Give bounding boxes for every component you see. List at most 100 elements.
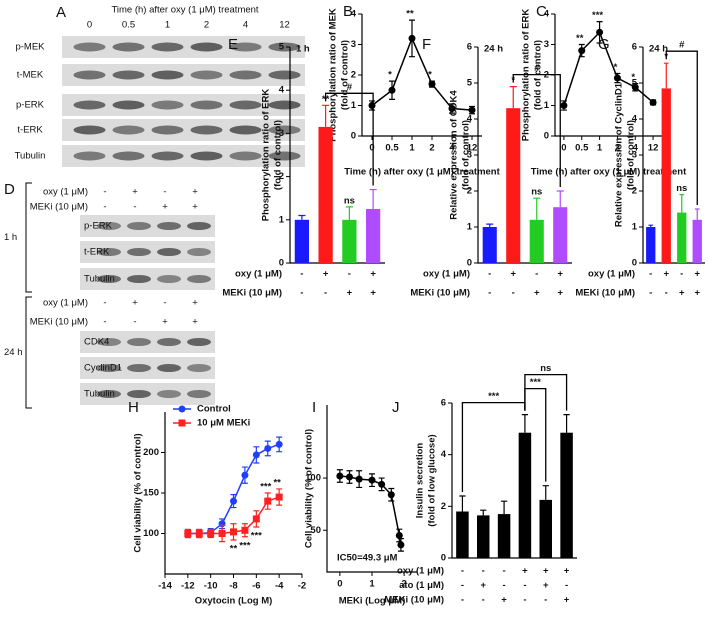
y-tick-label: 0: [351, 131, 356, 142]
treatment-sign: +: [522, 566, 528, 577]
treatment-sign: -: [488, 269, 491, 280]
treatment-name: MEKi (10 μM): [222, 288, 282, 299]
x-tick-label: 4: [449, 143, 455, 154]
treatment-sign: -: [482, 595, 485, 606]
marker: [368, 476, 376, 484]
marker: [428, 80, 436, 88]
marker: [252, 515, 260, 523]
x-tick-label: 1: [369, 579, 375, 590]
marker: [596, 28, 604, 36]
y-tick-label: 2: [632, 186, 637, 197]
y-tick-label: 1: [351, 100, 357, 111]
treatment-sign: +: [192, 298, 198, 309]
bracket: [512, 73, 561, 187]
treatment-sign: -: [512, 288, 515, 299]
bar: [482, 227, 497, 263]
significance: *: [631, 72, 635, 83]
blot-band: [97, 222, 121, 230]
error-bar: [563, 414, 570, 433]
blot-band: [97, 248, 121, 256]
treatment-name: MEKi (10 μM): [410, 288, 470, 299]
marker: [408, 34, 416, 42]
blot-row-label: CDK4: [84, 337, 109, 348]
marker: [336, 472, 344, 480]
treatment-sign: +: [370, 288, 376, 299]
y-tick-label: 2: [467, 186, 472, 197]
x-tick-label: 12: [648, 143, 659, 154]
bracket: [524, 373, 568, 411]
x-tick-label: 1: [409, 143, 415, 154]
bracket-label: ***: [488, 391, 499, 402]
y-tick-label: 4: [544, 9, 550, 20]
bracket: [461, 401, 526, 492]
y-axis-label: (fold of control): [461, 120, 472, 190]
significance: **: [576, 33, 584, 44]
bar: [677, 212, 687, 263]
bar: [456, 511, 469, 558]
blot-band: [157, 222, 181, 230]
treatment-sign: -: [348, 269, 351, 280]
blot-band: [112, 70, 145, 80]
bracket-label: #: [347, 82, 353, 93]
blot-band: [73, 100, 106, 110]
bar: [646, 227, 656, 263]
treatment-sign: +: [564, 595, 570, 606]
treatment-name: oxy (1 μM): [43, 187, 88, 198]
treatment-sign: +: [192, 187, 198, 198]
blot-band: [151, 70, 184, 80]
treatment-sign: +: [557, 288, 563, 299]
treatment-sign: -: [461, 595, 464, 606]
treatment-name: ato (1 μM): [399, 580, 444, 591]
error-bar: [480, 509, 487, 516]
blot-band: [127, 338, 151, 346]
x-tick-label: 2: [429, 143, 434, 154]
treatment-sign: +: [543, 580, 549, 591]
marker: [275, 493, 283, 501]
blot-band: [229, 70, 262, 80]
y-axis-label: (fold of control): [626, 120, 637, 190]
lane-label: 2: [204, 20, 209, 31]
treatment-sign: -: [665, 288, 668, 299]
error-bar: [556, 190, 564, 208]
treatment-sign: +: [132, 187, 138, 198]
y-tick-label: 1: [544, 100, 550, 111]
marker: [631, 83, 639, 91]
y-tick-label: 1: [279, 214, 285, 225]
treatment-sign: -: [133, 202, 136, 213]
treatment-sign: +: [534, 288, 540, 299]
treatment-name: oxy (1 μM): [43, 298, 88, 309]
blot-row-label: t-ERK: [17, 125, 43, 136]
x-tick-label: 0: [337, 579, 342, 590]
treatment-sign: -: [680, 269, 683, 280]
y-tick-label: 1: [632, 222, 638, 233]
blot-band: [187, 338, 211, 346]
marker: [346, 473, 353, 481]
y-tick-label: 100: [305, 473, 321, 484]
panel-letter: H: [128, 399, 139, 416]
significance: *: [614, 62, 618, 73]
treatment-sign: -: [163, 298, 166, 309]
marker: [397, 541, 405, 549]
error-bar: [298, 214, 306, 220]
x-tick-label: 0.5: [575, 143, 589, 154]
treatment-sign: -: [103, 298, 106, 309]
blot-band: [127, 275, 151, 283]
y-tick-label: 6: [632, 42, 637, 53]
treatment-sign: -: [133, 317, 136, 328]
y-tick-label: 0: [632, 258, 637, 269]
treatment-sign: +: [543, 566, 549, 577]
blot-row-label: CyclinD1: [84, 363, 122, 374]
x-tick-label: -10: [204, 581, 218, 592]
blot-band: [187, 222, 211, 230]
y-axis-label: (fold of control): [340, 40, 351, 110]
blot-band: [73, 70, 106, 80]
y-axis-label: Cell viability (% of control): [304, 429, 315, 548]
y-tick-label: 4: [632, 114, 638, 125]
blot-band: [190, 42, 223, 52]
axes: [554, 14, 662, 137]
x-axis-label: Oxytocin (Log M): [195, 596, 273, 607]
blot-band: [97, 390, 121, 398]
blot-band: [187, 248, 211, 256]
treatment-name: oxy (1 μM): [235, 269, 282, 280]
y-axis-label: (fold of control): [273, 120, 284, 190]
